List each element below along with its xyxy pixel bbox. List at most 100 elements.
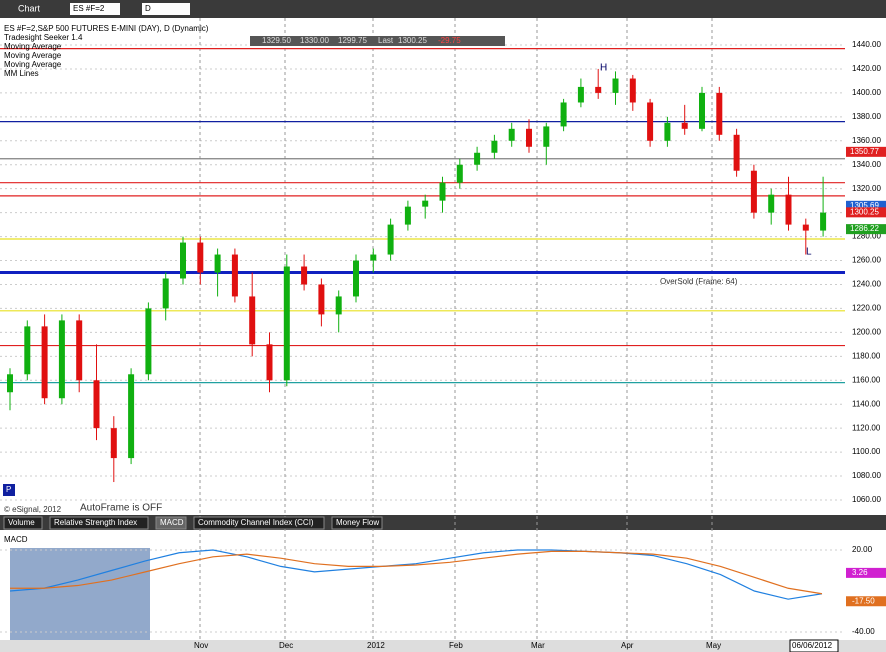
candle-body — [577, 86, 584, 103]
candle-body — [24, 326, 31, 375]
candle-body — [214, 254, 221, 273]
candle-body — [301, 266, 308, 285]
annotation: H — [600, 63, 607, 74]
app-title: Chart — [18, 3, 41, 13]
candle-body — [370, 254, 377, 261]
month-label: Feb — [449, 641, 463, 650]
month-label: Nov — [194, 641, 208, 650]
toolbar — [0, 0, 886, 18]
y-tick-label: 1440.00 — [852, 40, 881, 49]
price-tag — [846, 200, 886, 211]
tab-label[interactable]: Relative Strength Index — [54, 518, 137, 527]
candle-body — [716, 92, 723, 135]
candle-body — [231, 254, 238, 297]
macd-tag — [846, 567, 886, 578]
quote-value: -29.75 — [438, 36, 461, 45]
title-line: ES #F=2,S&P 500 FUTURES E-MINI (DAY), D … — [4, 24, 209, 33]
price-tag — [846, 146, 886, 157]
quote-value: 1330.00 — [300, 36, 329, 45]
tab[interactable] — [3, 516, 43, 530]
candle-body — [750, 170, 757, 213]
y-tick-label: 1200.00 — [852, 327, 881, 336]
price-axis — [845, 18, 886, 515]
month-label: Apr — [621, 641, 634, 650]
candle-body — [41, 326, 48, 399]
y-tick-label: 1320.00 — [852, 184, 881, 193]
y-tick-label: 1340.00 — [852, 160, 881, 169]
macd-line — [9, 549, 823, 600]
candle-body — [699, 92, 705, 129]
candle-body — [404, 206, 411, 225]
candle-body — [560, 102, 567, 127]
tab-label[interactable]: Commodity Channel Index (CCI) — [198, 518, 314, 527]
y-tick-label: 1360.00 — [852, 136, 881, 145]
candle-body — [526, 128, 532, 147]
interval-box[interactable] — [142, 3, 190, 15]
candle-body — [664, 122, 671, 141]
candle-body — [802, 224, 809, 231]
macd-tag-label: 3.26 — [852, 568, 868, 577]
quote-value: 1299.75 — [338, 36, 367, 45]
candle-body — [733, 134, 740, 171]
tab[interactable] — [49, 516, 149, 530]
macd-line — [10, 550, 823, 595]
macd-tag-label: -17.50 — [852, 596, 875, 605]
candle-body — [629, 78, 636, 103]
title-line: MM Lines — [4, 69, 39, 78]
macd-tick-label: -40.00 — [852, 627, 875, 636]
candle-body — [58, 320, 65, 399]
annotation: AutoFrame is OFF — [80, 503, 162, 514]
y-tick-label: 1160.00 — [852, 375, 881, 384]
macd-title: MACD — [4, 535, 28, 544]
annotation: OverSold (Frame: 64) — [660, 277, 738, 286]
y-tick-label: 1080.00 — [852, 471, 881, 480]
candle-body — [387, 224, 394, 255]
title-line: Tradesight Seeker 1.4 — [4, 33, 83, 42]
p-box — [3, 484, 15, 496]
candle-body — [422, 200, 429, 207]
symbol[interactable]: ES #F=2 — [73, 4, 105, 13]
candle-body — [681, 122, 688, 129]
y-tick-label: 1420.00 — [852, 64, 881, 73]
candle-body — [785, 194, 792, 225]
title-line: Moving Average — [4, 60, 62, 69]
price-tag — [846, 207, 886, 218]
interval[interactable]: D — [145, 4, 151, 13]
month-label: 2012 — [367, 641, 385, 650]
candle-body — [353, 260, 359, 297]
candle-body — [128, 374, 135, 459]
date-box — [789, 639, 839, 652]
title-line: Moving Average — [4, 42, 62, 51]
tab-label[interactable]: Volume — [8, 518, 35, 527]
candle-body — [7, 374, 13, 393]
time-axis — [0, 640, 886, 652]
candle-body — [335, 296, 342, 315]
price-tag — [846, 224, 886, 235]
tab[interactable] — [193, 516, 325, 530]
macd-tag — [846, 596, 886, 607]
last-date: 06/06/2012 — [792, 641, 833, 650]
tab[interactable] — [155, 516, 187, 530]
symbol-box[interactable] — [70, 3, 120, 15]
tab-label[interactable]: MACD — [160, 518, 184, 527]
candle-body — [162, 278, 169, 309]
tab-label[interactable]: Money Flow — [336, 518, 379, 527]
y-tick-label: 1140.00 — [852, 399, 881, 408]
candle-body — [647, 102, 654, 141]
price-tag-label: 1305.69 — [850, 201, 879, 210]
data-window — [10, 548, 150, 640]
y-tick-label: 1180.00 — [852, 351, 881, 360]
candle-body — [439, 182, 446, 201]
candle-body — [266, 344, 273, 381]
annotation: © eSignal, 2012 — [4, 505, 62, 514]
candle-body — [318, 284, 325, 315]
macd-axis — [845, 530, 886, 640]
tab[interactable] — [331, 516, 383, 530]
macd-tick-label: 20.00 — [852, 545, 873, 554]
candle-body — [508, 128, 515, 141]
y-tick-label: 1060.00 — [852, 495, 881, 504]
quote-bar — [250, 36, 505, 46]
quote-value: Last — [378, 36, 394, 45]
annotation: L — [806, 247, 812, 258]
